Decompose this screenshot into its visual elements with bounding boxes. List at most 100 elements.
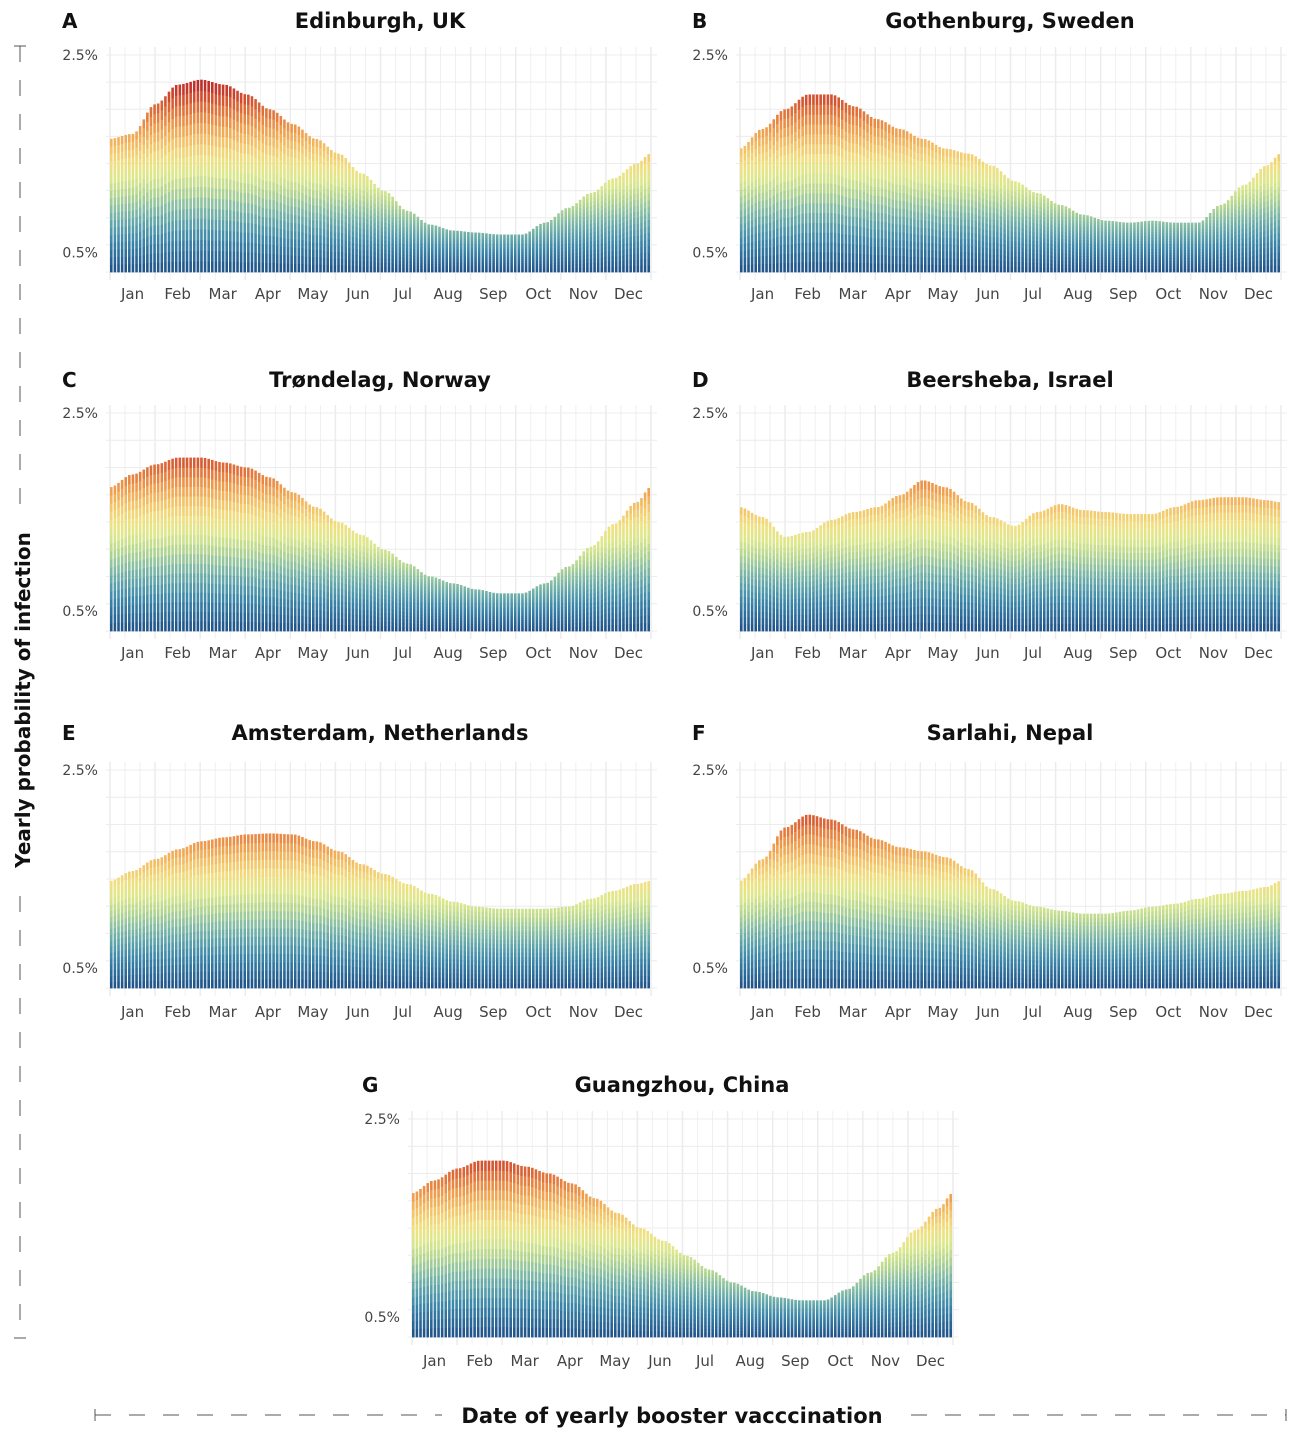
bar-segment [905,186,909,195]
bar-segment [600,186,604,192]
bar-segment [970,200,974,208]
bar-segment [822,163,826,174]
bar-segment [247,183,250,194]
bar-segment [189,81,192,93]
bar-segment [920,212,923,221]
bar-segment [974,188,978,196]
bar-segment [261,188,265,199]
bar-segment [1100,225,1104,230]
bar-segment [430,227,434,231]
bar-segment [304,156,308,165]
bar-segment [344,227,348,235]
bar-segment [625,232,629,239]
bar-segment [884,197,887,206]
bar-segment [221,188,225,200]
bar-segment [776,114,779,124]
bar-segment [905,248,909,257]
bar-segment [970,187,974,194]
bar-segment [1050,220,1053,226]
bar-segment [510,234,513,238]
bar-segment [283,144,286,154]
bar-segment [412,262,416,266]
bar-segment [1039,250,1042,255]
bar-segment [131,187,135,196]
bar-segment [837,184,840,195]
bar-segment [596,207,600,213]
bar-segment [229,199,232,211]
bar-segment [758,264,761,273]
bar-segment [203,197,207,209]
bar-segment [412,223,416,228]
bar-segment [1017,212,1021,218]
bar-segment [1046,263,1050,269]
bar [272,110,275,273]
bar-segment [131,141,135,150]
bar-segment [819,212,822,224]
bar-segment [743,201,747,210]
bar-segment [344,183,348,191]
bar-segment [927,257,931,266]
bar [171,87,174,273]
bar-segment [1086,253,1089,257]
bar-segment [571,257,575,262]
bar-segment [927,177,931,185]
bar-segment [474,252,477,255]
bar-segment [1017,222,1021,228]
bar-segment [214,219,218,231]
bar-segment [470,256,474,260]
bar-segment [550,234,553,238]
bar-segment [146,130,149,140]
bar-segment [967,179,970,187]
bar-segment [1082,233,1086,238]
bar-segment [1060,242,1064,247]
bar-segment [952,211,956,219]
bar [380,190,384,273]
bar-segment [293,239,297,248]
bar-segment [996,208,999,215]
bar-segment [409,231,412,236]
bar-segment [1039,228,1042,234]
bar-segment [319,228,322,236]
bar-segment [492,242,495,246]
bar-segment [640,210,643,217]
bar-segment [156,243,160,254]
bar-segment [891,223,895,233]
bar-segment [492,236,495,239]
bar-segment [275,210,279,220]
bar-segment [510,251,513,254]
bar-segment [135,248,138,257]
bar-segment [1039,219,1042,225]
bar-segment [434,243,438,247]
bar-segment [124,226,128,235]
bar-segment [902,224,905,233]
bar-segment [822,242,826,253]
bar-segment [218,251,221,262]
bar-segment [981,161,985,169]
bar-segment [513,236,517,240]
bar-segment [902,240,905,249]
bar-segment [999,199,1003,206]
bar-segment [575,214,578,219]
bar-segment [804,104,808,115]
bar-segment [960,232,963,240]
bar-segment [467,254,470,257]
bar [945,148,949,273]
bar-segment [542,258,546,262]
bar-segment [542,263,546,267]
bar-segment [1035,254,1039,260]
bar-segment [600,214,604,220]
bar-segment [445,262,449,266]
bar-segment [265,108,268,118]
bar-segment [1100,223,1104,227]
bar-segment [207,197,210,209]
bar-segment [333,192,337,200]
bar-segment [380,226,384,232]
bar-segment [743,229,747,238]
bar-segment [596,244,600,250]
bar-segment [218,261,221,273]
bar-segment [844,121,848,132]
bar-segment [1021,223,1024,229]
bar-segment [790,235,794,245]
bar-segment [902,256,905,265]
bar-segment [423,258,427,262]
